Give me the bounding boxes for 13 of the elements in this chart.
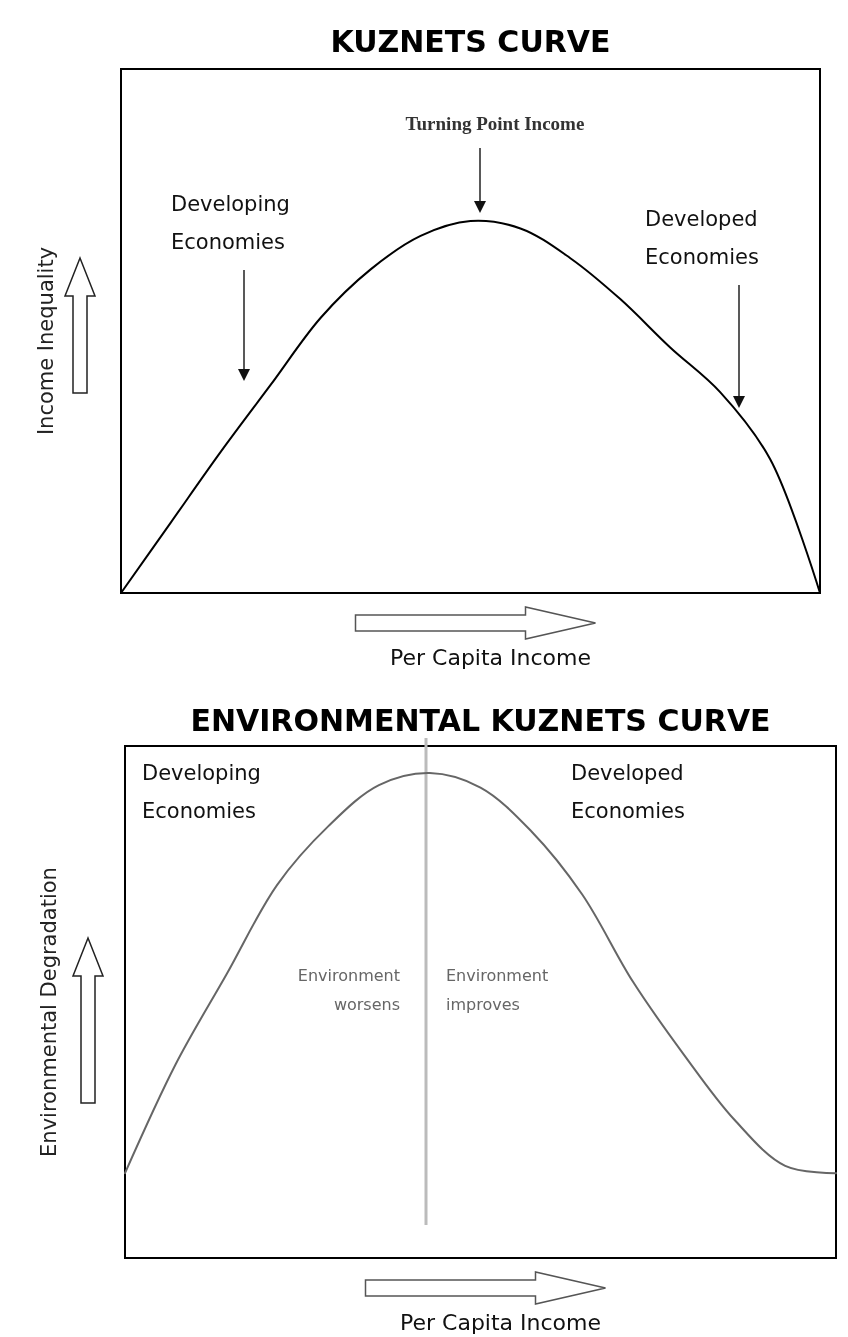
annotation: Developed Economies <box>571 761 685 823</box>
text: Turning Point Income <box>405 113 585 134</box>
annotation: Developed Economies <box>645 207 759 269</box>
annotation: Developing Economies <box>142 761 261 823</box>
y-axis-title: Income Inequality <box>34 246 58 436</box>
x-axis-title: Per Capita Income <box>389 645 592 670</box>
chart-title: KUZNETS CURVE <box>330 24 611 59</box>
x-axis-title: Per Capita Income <box>399 1310 602 1335</box>
chart-title: ENVIRONMENTAL KUZNETS CURVE <box>190 703 771 738</box>
annotation: Environment worsens <box>297 966 400 1014</box>
annotation: Environment improves <box>446 966 549 1014</box>
annotation: Developing Economies <box>171 192 290 254</box>
y-axis-title: Environmental Degradation <box>37 867 61 1157</box>
